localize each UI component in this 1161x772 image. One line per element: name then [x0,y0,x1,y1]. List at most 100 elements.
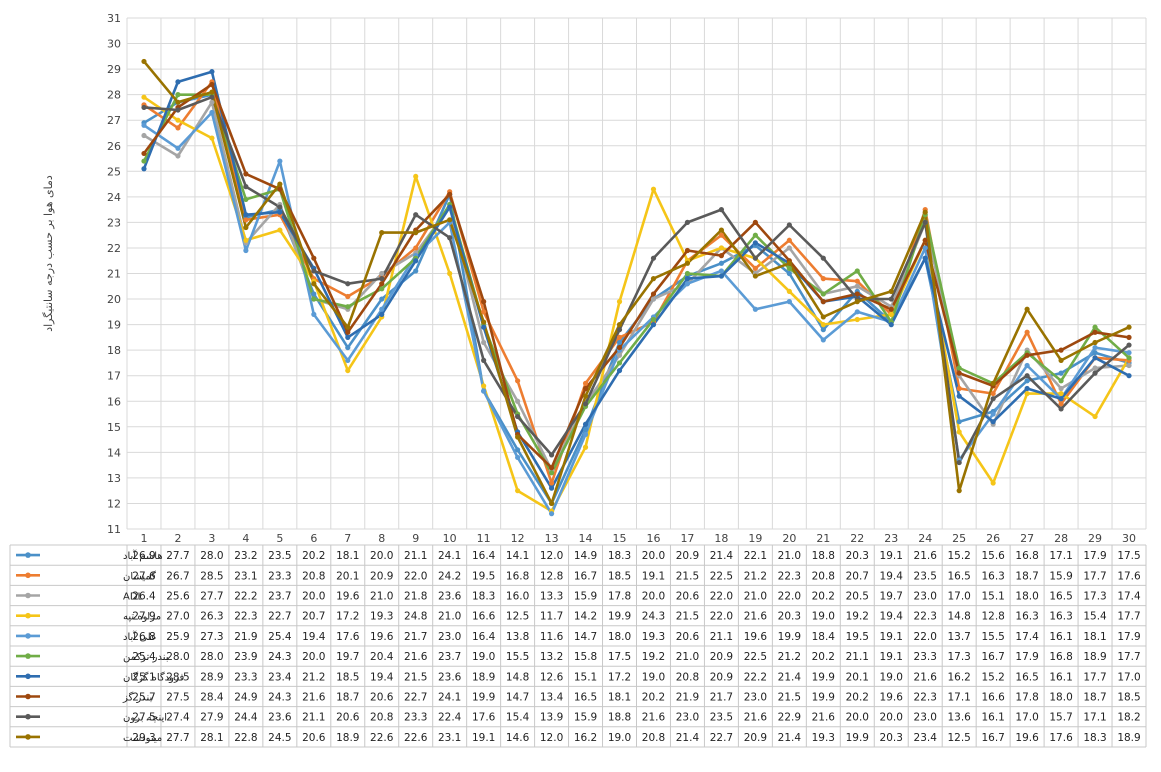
x-tick-label: 6 [310,532,317,545]
series-point [854,291,860,297]
x-tick-label: 4 [242,532,249,545]
table-cell-value: 15.1 [574,671,597,683]
series-point [650,322,657,328]
series-point [175,145,181,151]
table-cell-value: 17.4 [1117,591,1141,603]
series-point [752,255,758,261]
y-tick-label: 24 [107,191,121,204]
series-point [1092,350,1098,356]
x-tick-label: 14 [579,532,593,545]
table-cell-value: 27.3 [200,631,223,643]
series-point [1126,342,1132,348]
table-cell-value: 23.4 [914,732,938,744]
series-point [582,380,589,386]
series-point [277,158,283,164]
series-point [1058,406,1064,412]
table-cell-value: 15.6 [981,550,1005,562]
legend-key-marker [25,653,31,659]
table-cell-value: 19.1 [880,631,903,643]
table-cell-value: 22.0 [404,570,427,582]
series-point [854,316,860,323]
table-cell-value: 12.6 [540,671,564,683]
legend-key-marker [25,693,31,700]
table-cell-value: 27.5 [166,692,189,704]
table-cell-value: 19.0 [880,671,903,683]
series-point [1024,362,1030,369]
series-point [820,291,826,297]
table-cell-value: 15.7 [1049,712,1072,724]
table-cell-value: 16.8 [506,570,529,582]
series-point [345,334,351,340]
series-point [548,452,555,458]
table-cell-value: 27.5 [132,712,155,724]
table-cell-value: 19.5 [472,570,495,582]
series-point [379,286,385,292]
series-point [175,92,181,98]
table-cell-value: 21.6 [404,651,428,663]
table-cell-value: 23.3 [234,671,257,683]
table-cell-value: 21.1 [404,550,427,562]
series-point [481,388,487,394]
series-point [413,212,419,218]
table-cell-value: 22.7 [710,732,733,744]
table-cell-value: 17.5 [608,651,631,663]
table-cell-value: 17.1 [1083,712,1106,724]
series-point [616,327,623,333]
series-point [379,306,385,312]
table-cell-value: 19.6 [744,631,768,643]
legend-key-marker [25,713,31,720]
table-cell-value: 19.1 [880,651,903,663]
table-cell-value: 20.7 [846,570,869,582]
table-cell-value: 20.0 [642,591,665,603]
x-tick-label: 10 [443,532,457,545]
table-cell-value: 21.7 [404,631,427,643]
table-cell-value: 21.0 [676,651,699,663]
series-point [718,227,725,233]
table-cell-value: 18.9 [1083,651,1106,663]
series-point [1058,370,1064,376]
table-cell-value: 20.2 [846,692,869,704]
table-cell-value: 24.2 [438,570,461,582]
table-cell-value: 16.4 [472,631,496,643]
x-tick-label: 8 [378,532,385,545]
series-point [175,153,181,159]
series-point [616,352,623,358]
table-cell-value: 13.6 [947,712,971,724]
table-cell-value: 25.6 [166,591,190,603]
table-cell-value: 23.7 [438,651,461,663]
table-cell-value: 17.0 [1117,671,1140,683]
table-cell-value: 20.6 [676,591,700,603]
table-cell-value: 18.8 [812,550,835,562]
series-point [311,268,317,274]
series-point [582,393,589,399]
table-cell-value: 16.1 [1049,631,1072,643]
table-cell-value: 20.9 [710,671,733,683]
series-point [786,299,792,305]
series-point [548,470,555,476]
x-tick-label: 19 [748,532,762,545]
table-cell-value: 13.3 [540,591,563,603]
legend-key-marker [25,572,31,579]
table-cell-value: 21.2 [302,671,325,683]
table-cell-value: 22.2 [744,671,767,683]
table-cell-value: 25.4 [268,631,292,643]
table-cell-value: 22.3 [914,611,937,623]
x-tick-label: 21 [816,532,830,545]
table-cell-value: 17.6 [1049,732,1073,744]
series-point [582,431,589,438]
series-point [1092,324,1098,330]
series-point [447,191,453,197]
table-cell-value: 19.3 [642,631,665,643]
table-cell-value: 20.8 [302,570,325,582]
y-tick-label: 27 [107,114,121,127]
series-point [379,230,385,236]
table-cell-value: 28.5 [166,671,189,683]
series-point [413,230,419,236]
table-cell-value: 20.6 [676,631,700,643]
series-point [1058,396,1064,402]
series-point [616,322,623,328]
series-point [209,99,215,105]
table-cell-value: 20.9 [744,732,767,744]
table-cell-value: 16.8 [1049,651,1072,663]
series-point [922,255,928,261]
